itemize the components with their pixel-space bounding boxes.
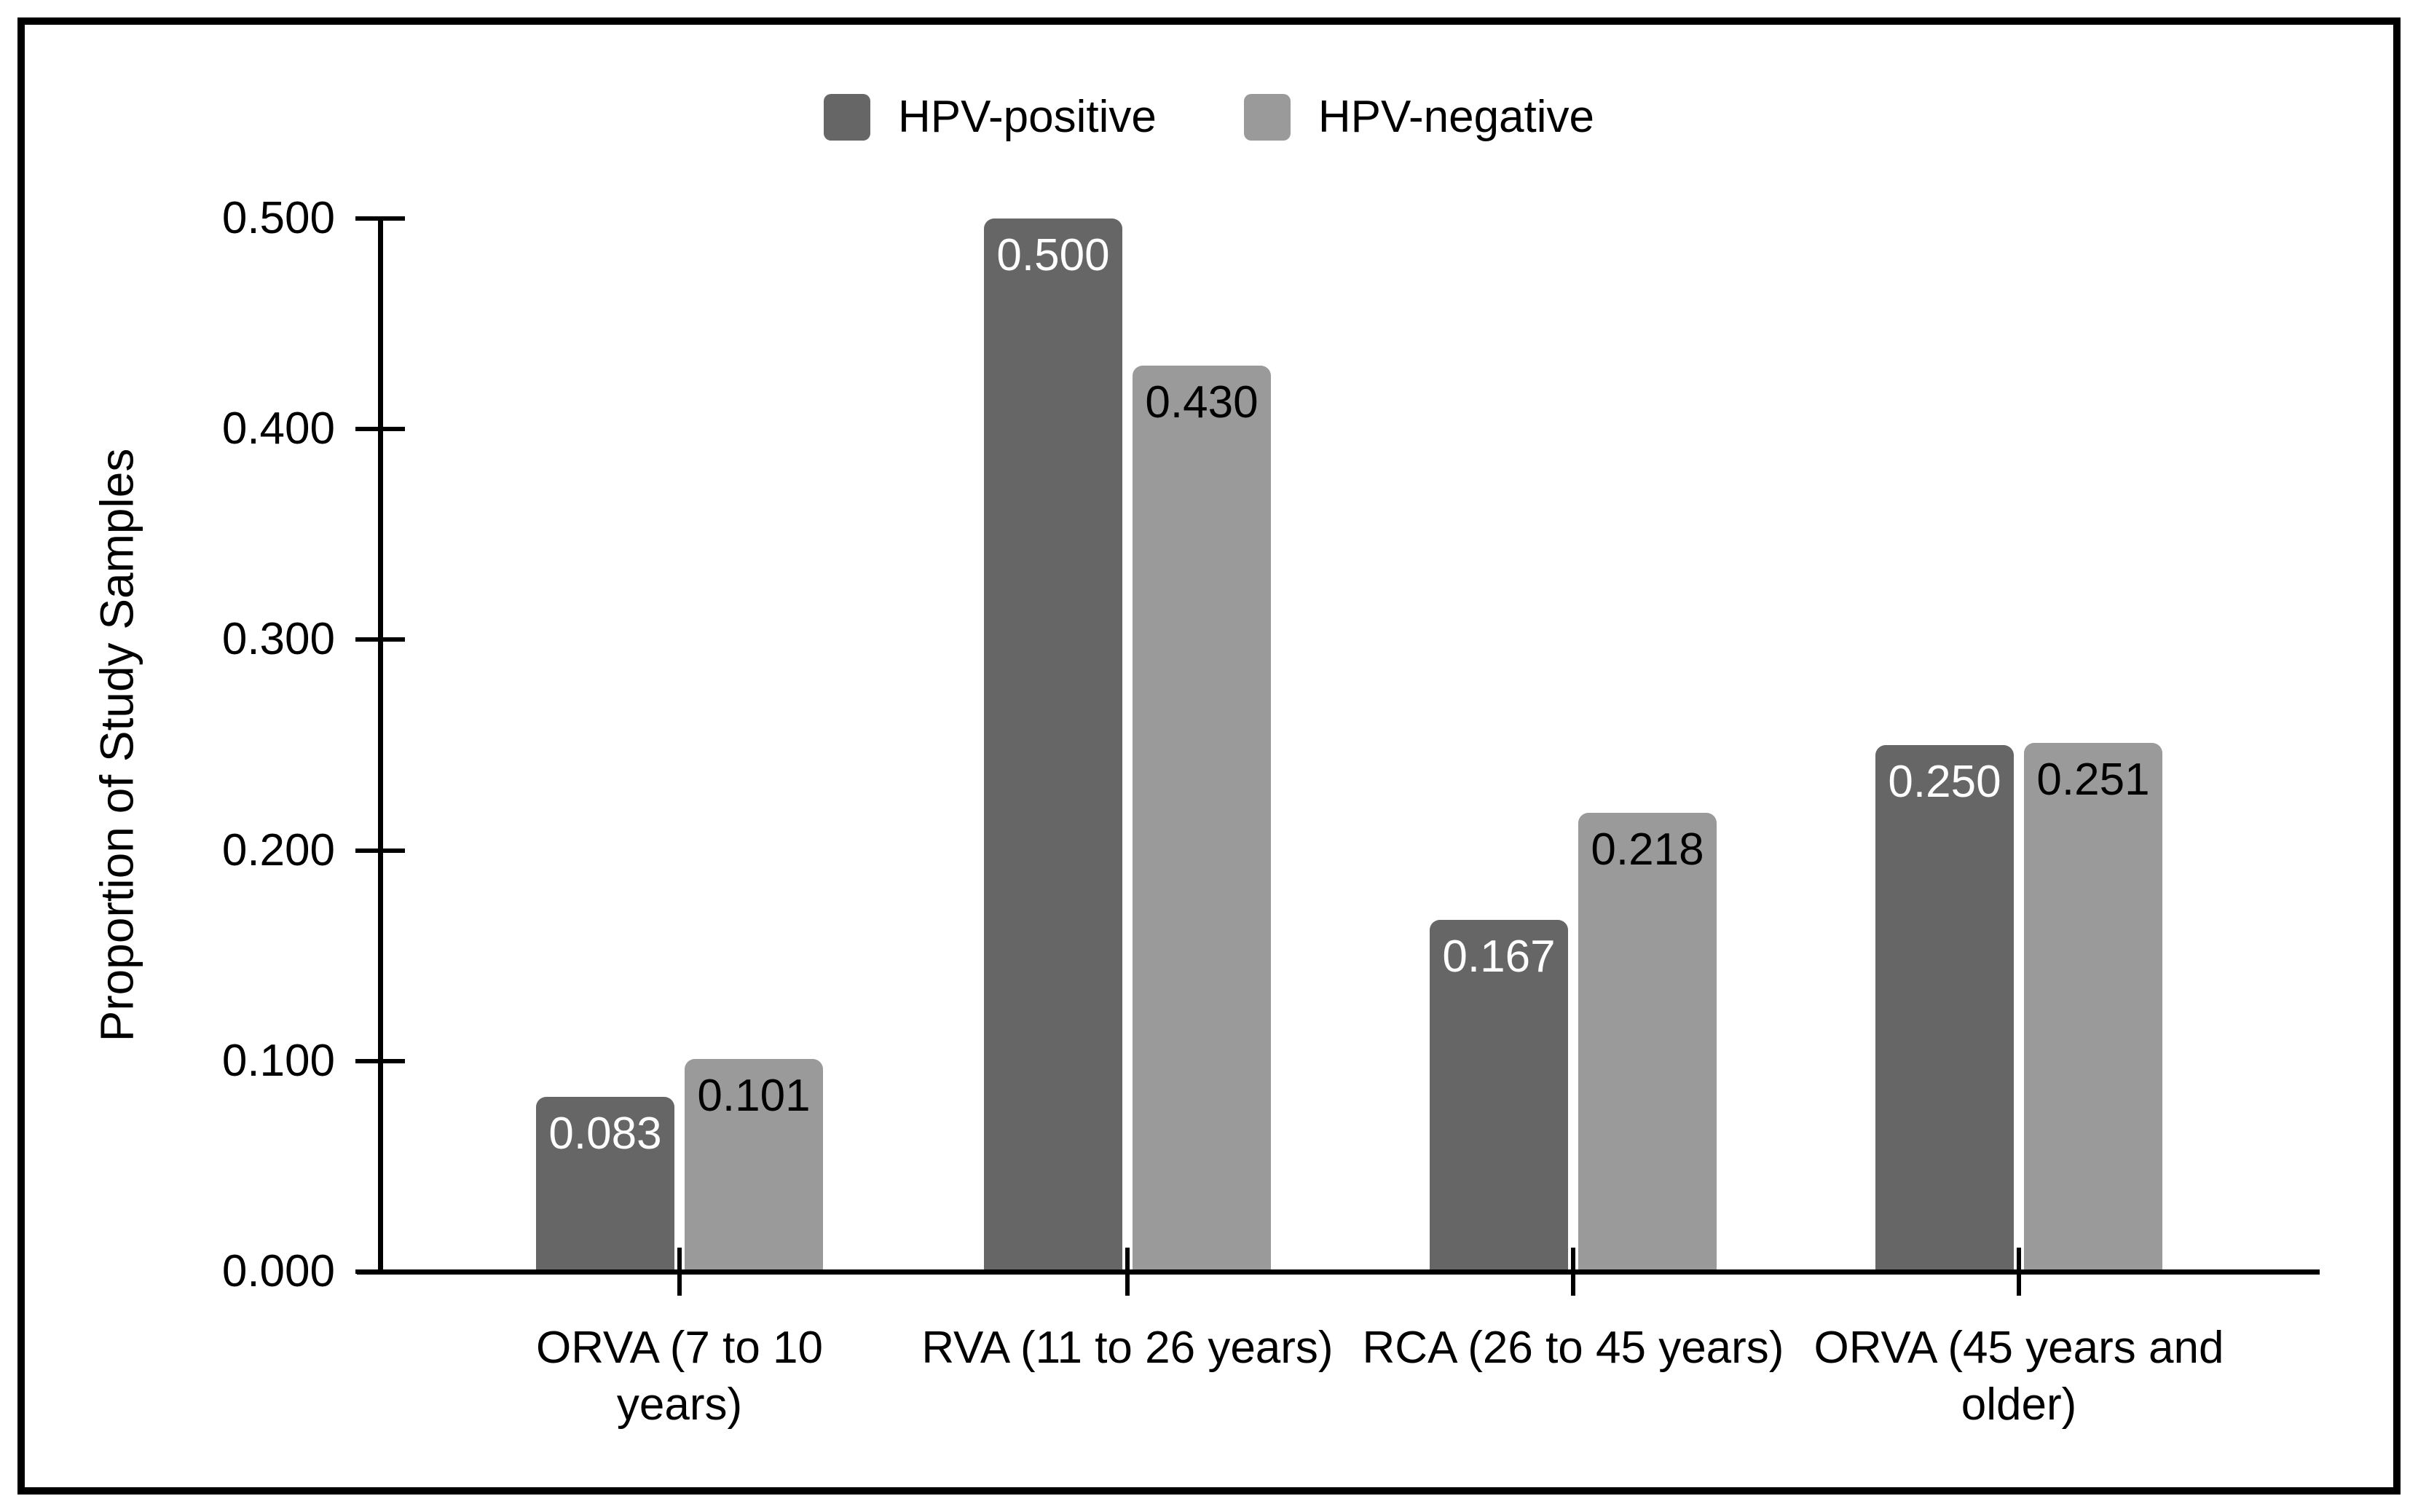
bar-hpv-positive-group-4 <box>1875 745 2014 1272</box>
x-axis-category-label: RVA (11 to 26 years) <box>921 1323 1334 1373</box>
legend-swatch-hpv-positive <box>823 94 870 141</box>
legend-item-hpv-positive: HPV-positive <box>823 92 1157 143</box>
bar-value-label: 0.218 <box>1591 824 1704 875</box>
y-axis-tick-label: 0.400 <box>221 403 335 454</box>
bar-value-label: 0.430 <box>1145 377 1259 428</box>
bar-hpv-negative-group-3 <box>1578 813 1717 1272</box>
bar-value-label: 0.083 <box>548 1109 662 1159</box>
bar-value-label: 0.251 <box>2036 755 2150 805</box>
bar-value-label: 0.101 <box>697 1071 811 1121</box>
y-axis-line <box>378 218 383 1275</box>
legend-item-hpv-negative: HPV-negative <box>1243 92 1595 143</box>
bar-value-label: 0.500 <box>996 230 1110 280</box>
chart-border <box>17 17 2401 1495</box>
x-axis-category-label: ORVA (45 years and older) <box>1814 1323 2224 1430</box>
bar-hpv-negative-group-2 <box>1133 366 1271 1272</box>
bar-value-label: 0.250 <box>1888 757 2001 807</box>
x-axis-category-label: RCA (26 to 45 years) <box>1362 1323 1784 1373</box>
bar-hpv-positive-group-1 <box>536 1097 674 1272</box>
x-axis-line <box>357 1269 2320 1275</box>
bar-hpv-negative-group-4 <box>2024 743 2162 1272</box>
bar-value-label: 0.167 <box>1442 932 1556 982</box>
legend-swatch-hpv-negative <box>1243 94 1291 141</box>
y-axis-tick-label: 0.000 <box>221 1246 335 1296</box>
legend: HPV-positive HPV-negative <box>0 92 2418 143</box>
y-axis-tick-label: 0.300 <box>221 614 335 665</box>
y-axis-tick-label: 0.500 <box>221 193 335 243</box>
x-axis-category-label: ORVA (7 to 10 years) <box>535 1323 824 1430</box>
y-axis-tick-label: 0.100 <box>221 1035 335 1086</box>
legend-label-hpv-positive: HPV-positive <box>897 92 1157 142</box>
legend-label-hpv-negative: HPV-negative <box>1318 92 1595 142</box>
bar-hpv-positive-group-2 <box>984 218 1122 1272</box>
y-axis-title-box: Proportion of Study Samples <box>87 218 146 1272</box>
bar-hpv-positive-group-3 <box>1430 920 1568 1272</box>
bar-hpv-negative-group-1 <box>685 1059 823 1272</box>
y-axis-title: Proportion of Study Samples <box>90 448 143 1042</box>
y-axis-tick-label: 0.200 <box>221 824 335 875</box>
